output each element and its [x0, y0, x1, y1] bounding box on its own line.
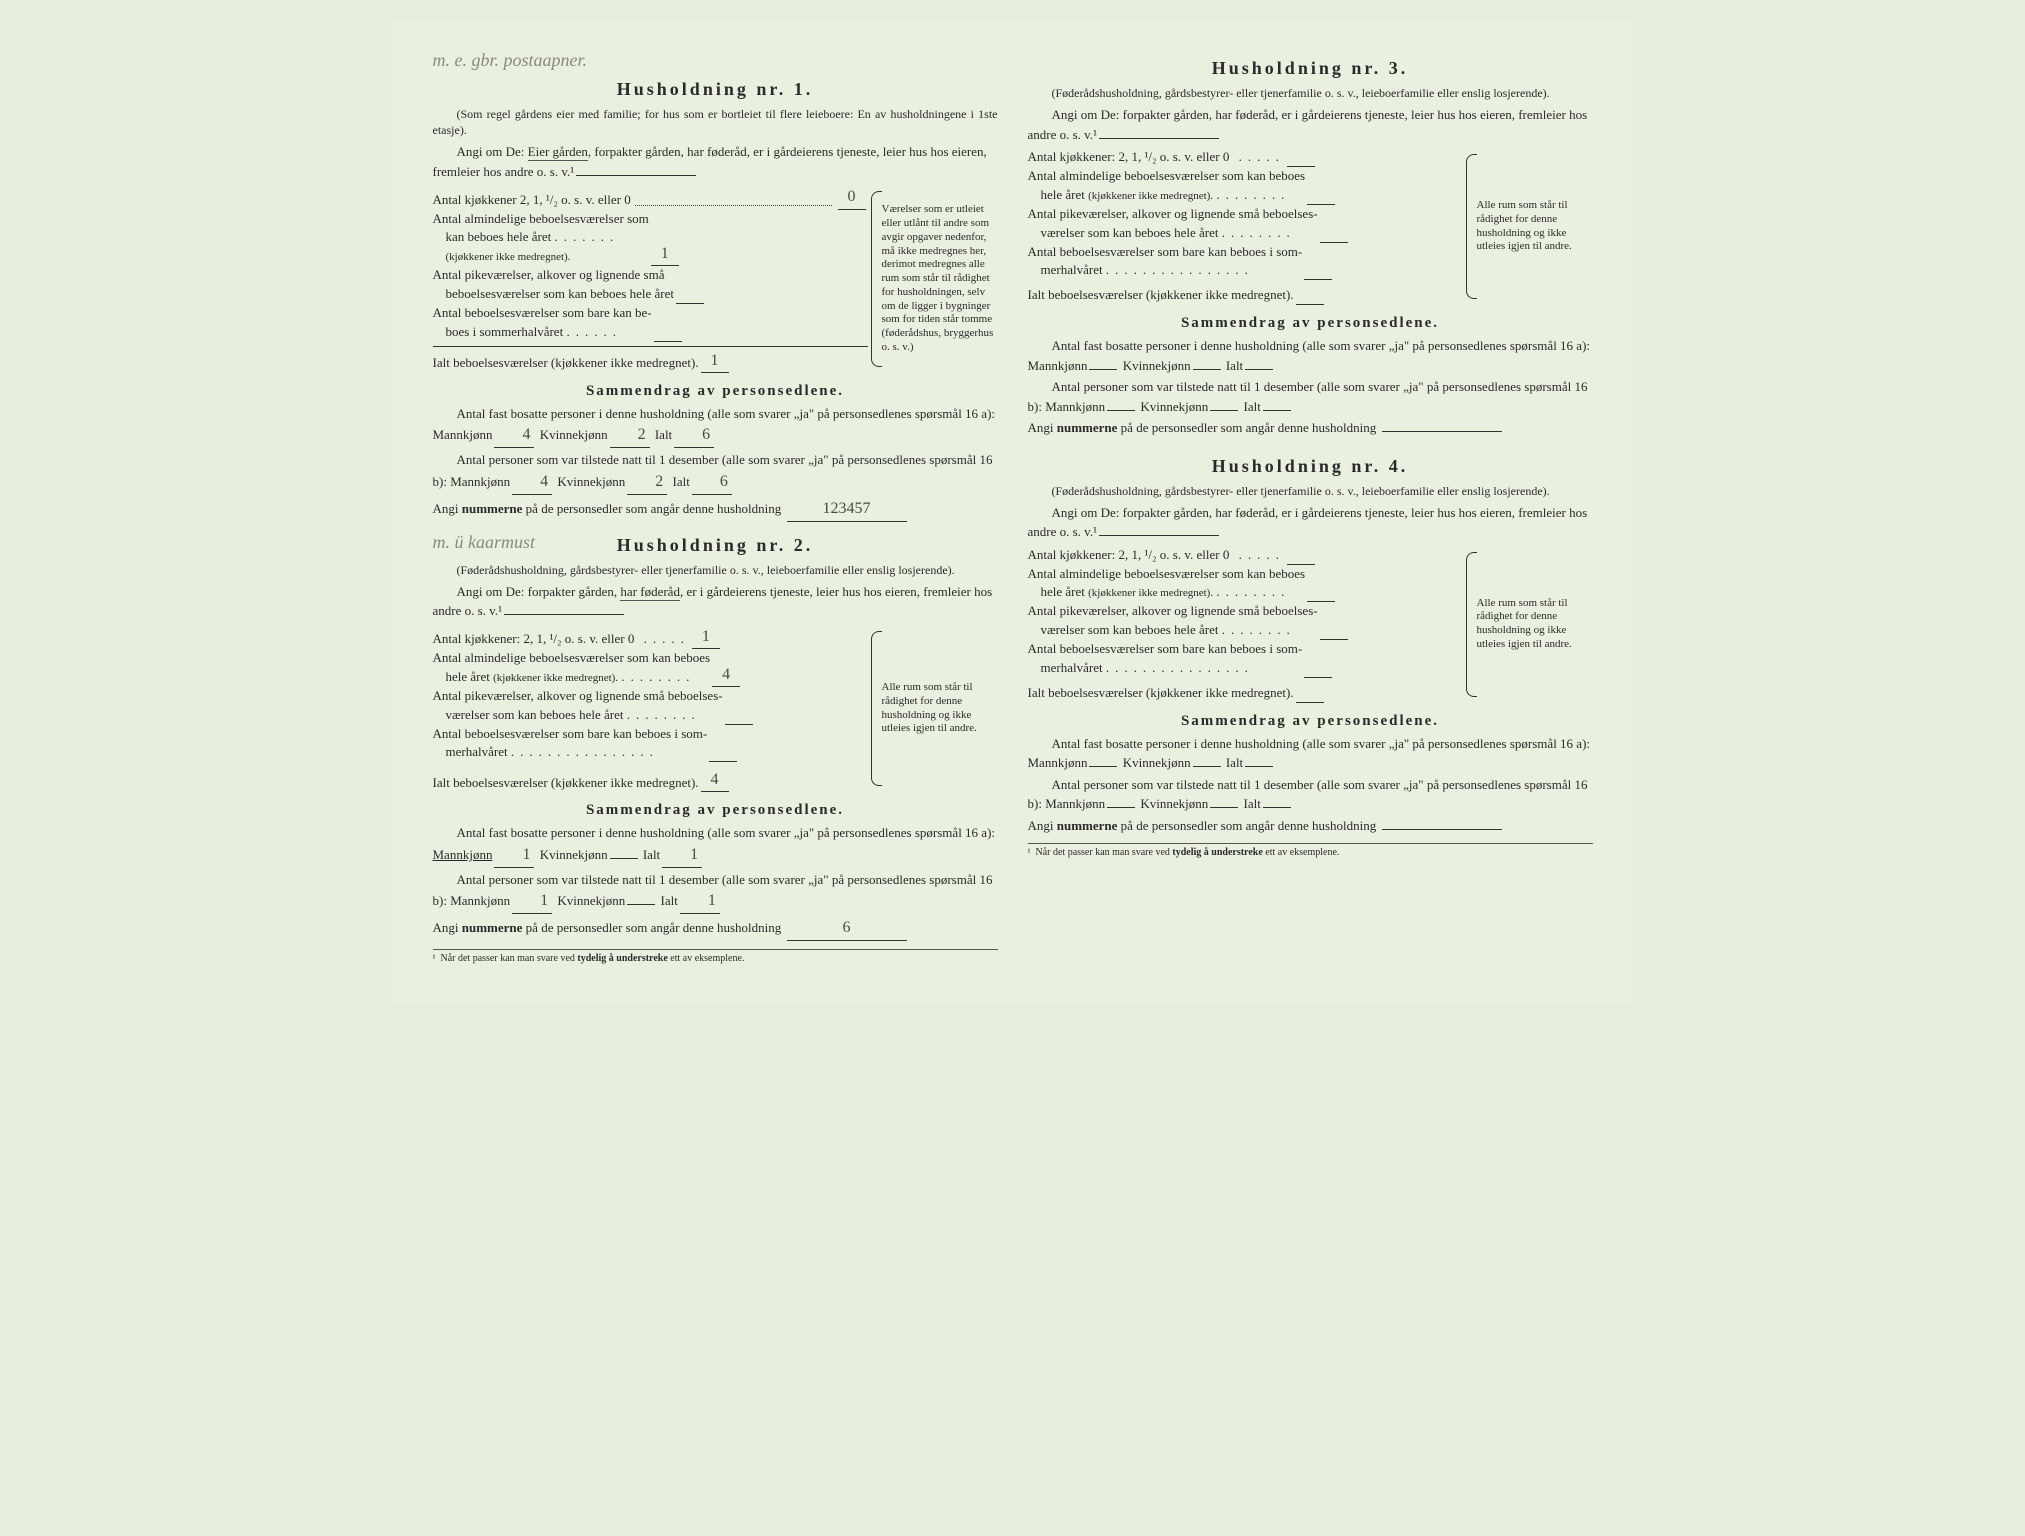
h3-fast-row: Antal fast bosatte personer i denne hush…	[1028, 336, 1593, 375]
h2-pike-label: Antal pikeværelser, alkover og lignende …	[433, 687, 723, 725]
household-1-subtitle: (Som regel gårdens eier med familie; for…	[433, 106, 998, 138]
h2-pike-value	[725, 724, 753, 725]
h1-bare-value	[654, 341, 682, 342]
h2-alm-label: Antal almindelige beboelsesværelser som …	[433, 649, 711, 687]
h1-pike-label: Antal pikeværelser, alkover og lignende …	[433, 266, 675, 304]
h1-ialt-label: Ialt beboelsesværelser (kjøkkener ikke m…	[433, 354, 699, 373]
h2-alm-value: 4	[712, 663, 740, 687]
h3-pike-label: Antal pikeværelser, alkover og lignende …	[1028, 205, 1318, 243]
h3-sidenote: Alle rum som står til rådighet for denne…	[1463, 148, 1593, 305]
household-4-rooms: Antal kjøkkener: 2, 1, ¹/₂ o. s. v. elle…	[1028, 546, 1593, 703]
h3-sammendrag-title: Sammendrag av personsedlene.	[1028, 315, 1593, 332]
h3-alm-label: Antal almindelige beboelsesværelser som …	[1028, 167, 1306, 205]
h3-pike-value	[1320, 242, 1348, 243]
left-column: m. e. gbr. postaapner. Husholdning nr. 1…	[433, 50, 998, 964]
h1-kjokkener-value: 0	[838, 185, 866, 209]
h2-fast-row: Antal fast bosatte personer i denne hush…	[433, 823, 998, 868]
h4-ialt-value	[1296, 702, 1324, 703]
h2-sidenote: Alle rum som står til rådighet for denne…	[868, 625, 998, 793]
h4-bare-label: Antal beboelsesværelser som bare kan beb…	[1028, 640, 1303, 678]
household-3-rooms: Antal kjøkkener: 2, 1, ¹/₂ o. s. v. elle…	[1028, 148, 1593, 305]
h3-ialt-value	[1296, 304, 1324, 305]
h1-tilstede-row: Antal personer som var tilstede natt til…	[433, 450, 998, 495]
household-3-angi: Angi om De: forpakter gården, har føderå…	[1028, 105, 1593, 144]
household-1-title: Husholdning nr. 1.	[433, 79, 998, 100]
h3-tilstede-row: Antal personer som var tilstede natt til…	[1028, 377, 1593, 416]
h4-sidenote: Alle rum som står til rådighet for denne…	[1463, 546, 1593, 703]
household-1-angi: Angi om De: Eier gården, forpakter gårde…	[433, 142, 998, 181]
household-4-title: Husholdning nr. 4.	[1028, 456, 1593, 477]
handwriting-note-1: m. e. gbr. postaapner.	[433, 50, 998, 71]
h3-ialt-label: Ialt beboelsesværelser (kjøkkener ikke m…	[1028, 286, 1294, 305]
h2-kjokkener-label: Antal kjøkkener: 2, 1, ¹/₂ o. s. v. elle…	[433, 630, 635, 649]
h4-ialt-label: Ialt beboelsesværelser (kjøkkener ikke m…	[1028, 684, 1294, 703]
h1-bare-label: Antal beboelsesværelser som bare kan be-…	[433, 304, 652, 342]
h2-ialt-value: 4	[701, 768, 729, 792]
household-2-rooms: Antal kjøkkener: 2, 1, ¹/₂ o. s. v. elle…	[433, 625, 998, 793]
household-4-subtitle: (Føderådshusholdning, gårdsbestyrer- ell…	[1028, 483, 1593, 499]
h1-pike-value	[676, 303, 704, 304]
h2-nummer-row: Angi nummerne på de personsedler som ang…	[433, 916, 998, 941]
h1-ialt-value: 1	[701, 349, 729, 373]
h4-fast-row: Antal fast bosatte personer i denne hush…	[1028, 734, 1593, 773]
h2-kjokkener-value: 1	[692, 625, 720, 649]
h2-bare-value	[709, 761, 737, 762]
household-2-angi: Angi om De: forpakter gården, har føderå…	[433, 582, 998, 621]
h3-bare-label: Antal beboelsesværelser som bare kan beb…	[1028, 243, 1303, 281]
footnote-right: ¹ Når det passer kan man svare ved tydel…	[1028, 843, 1593, 858]
h1-sidenote: Værelser som er utleiet eller utlånt til…	[868, 185, 998, 372]
h4-kjokkener-label: Antal kjøkkener: 2, 1, ¹/₂ o. s. v. elle…	[1028, 546, 1230, 565]
h1-fast-row: Antal fast bosatte personer i denne hush…	[433, 404, 998, 449]
household-1-rooms: Antal kjøkkener 2, 1, ¹/₂ o. s. v. eller…	[433, 185, 998, 372]
h4-alm-label: Antal almindelige beboelsesværelser som …	[1028, 565, 1306, 603]
h4-bare-value	[1304, 677, 1332, 678]
h4-pike-value	[1320, 639, 1348, 640]
footnote-left: ¹ Når det passer kan man svare ved tydel…	[433, 949, 998, 964]
h4-pike-label: Antal pikeværelser, alkover og lignende …	[1028, 602, 1318, 640]
document-page: m. e. gbr. postaapner. Husholdning nr. 1…	[393, 20, 1633, 1004]
right-column: Husholdning nr. 3. (Føderådshusholdning,…	[1028, 50, 1593, 964]
h4-sammendrag-title: Sammendrag av personsedlene.	[1028, 713, 1593, 730]
household-2-subtitle: (Føderådshusholdning, gårdsbestyrer- ell…	[433, 562, 998, 578]
h1-sammendrag-title: Sammendrag av personsedlene.	[433, 383, 998, 400]
household-3-title: Husholdning nr. 3.	[1028, 58, 1593, 79]
h2-bare-label: Antal beboelsesværelser som bare kan beb…	[433, 725, 708, 763]
h1-kjokkener-label: Antal kjøkkener 2, 1, ¹/₂ o. s. v. eller…	[433, 191, 631, 210]
household-4-angi: Angi om De: forpakter gården, har føderå…	[1028, 503, 1593, 542]
household-3-subtitle: (Føderådshusholdning, gårdsbestyrer- ell…	[1028, 85, 1593, 101]
h2-sammendrag-title: Sammendrag av personsedlene.	[433, 802, 998, 819]
h4-tilstede-row: Antal personer som var tilstede natt til…	[1028, 775, 1593, 814]
h3-kjokkener-label: Antal kjøkkener: 2, 1, ¹/₂ o. s. v. elle…	[1028, 148, 1230, 167]
h1-nummer-row: Angi nummerne på de personsedler som ang…	[433, 497, 998, 522]
h3-nummer-row: Angi nummerne på de personsedler som ang…	[1028, 418, 1593, 438]
h4-nummer-row: Angi nummerne på de personsedler som ang…	[1028, 816, 1593, 836]
h1-alm-label: Antal almindelige beboelsesværelser som …	[433, 210, 649, 267]
h1-alm-value: 1	[651, 242, 679, 266]
h2-tilstede-row: Antal personer som var tilstede natt til…	[433, 870, 998, 915]
h3-bare-value	[1304, 279, 1332, 280]
h2-ialt-label: Ialt beboelsesværelser (kjøkkener ikke m…	[433, 774, 699, 793]
